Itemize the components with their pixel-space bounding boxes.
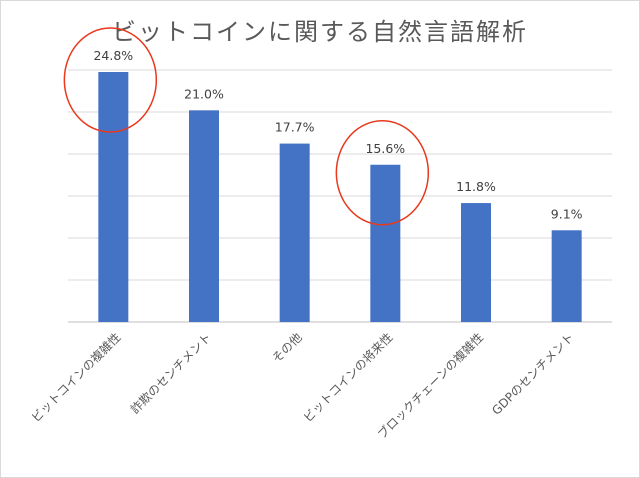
data-label-5: 11.8% bbox=[456, 179, 496, 194]
highlight-circle-1 bbox=[63, 27, 158, 133]
data-label-4: 15.6% bbox=[365, 141, 405, 156]
data-label-2: 21.0% bbox=[184, 86, 224, 101]
data-label-3: 17.7% bbox=[275, 120, 315, 135]
bar-1 bbox=[98, 72, 129, 323]
data-label-1: 24.8% bbox=[93, 48, 133, 63]
category-label-1: ビットコインの複雑性 bbox=[28, 330, 123, 425]
data-label-6: 9.1% bbox=[551, 206, 583, 221]
category-label-6: GDPのセンチメント bbox=[489, 330, 577, 418]
category-label-3: その他 bbox=[269, 330, 304, 365]
highlight-circle-4 bbox=[335, 120, 430, 226]
bar-3 bbox=[279, 143, 310, 322]
category-label-5: ブロックチェーンの複雑性 bbox=[374, 330, 486, 442]
bar-4 bbox=[370, 164, 401, 322]
bar-2 bbox=[189, 110, 219, 322]
category-label-4: ビットコインの将来性 bbox=[301, 330, 396, 425]
category-label-2: 詐欺のセンチメント bbox=[127, 330, 214, 417]
chart-title: ビットコインに関する自然言語解析 bbox=[112, 18, 528, 46]
bar-6 bbox=[551, 230, 582, 322]
bar-5 bbox=[461, 203, 491, 322]
